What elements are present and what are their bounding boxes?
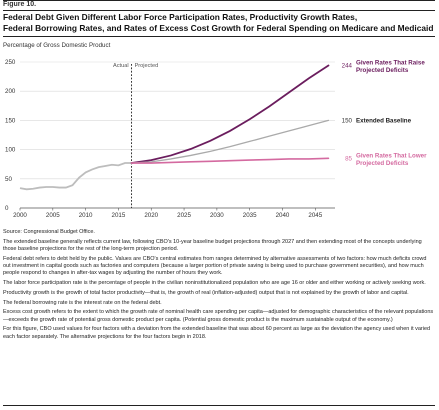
end-value-raise-deficits: 244 <box>342 63 353 70</box>
y-tick-label-50: 50 <box>5 176 12 183</box>
x-tick-label-2025: 2025 <box>177 212 191 219</box>
x-tick-label-2015: 2015 <box>112 212 126 219</box>
title-bottom-rule <box>3 36 435 37</box>
debt-line-chart: 0 50 100 150 200 250 2000 2005 2010 2015 2020 2025 2… <box>5 59 427 219</box>
note-extended-baseline: The extended baseline generally reflects… <box>3 238 422 252</box>
top-rule <box>3 0 435 1</box>
note-federal-debt: Federal debt refers to debt held by the … <box>3 255 427 277</box>
y-tick-label-150: 150 <box>5 117 16 124</box>
y-tick-label-250: 250 <box>5 59 16 66</box>
chart-title-line-2: Federal Borrowing Rates, and Rates of Ex… <box>3 22 434 33</box>
y-tick-label-100: 100 <box>5 147 16 154</box>
note-productivity: Productivity growth is the growth of tot… <box>3 289 409 296</box>
actual-region-label: Actual <box>113 63 129 69</box>
x-tick-label-2005: 2005 <box>46 212 60 219</box>
series-label-extended-baseline-1: Extended Baseline <box>356 118 412 125</box>
x-tick-label-2020: 2020 <box>144 212 158 219</box>
chart-title-line-1: Federal Debt Given Different Labor Force… <box>3 12 358 22</box>
bottom-rule <box>3 405 435 406</box>
note-labor-force: The labor force participation rate is th… <box>3 280 426 286</box>
series-label-raise-deficits-1: Given Rates That Raise <box>356 60 425 67</box>
notes-section: Source: Congressional Budget Office. The… <box>3 229 434 343</box>
series-line-raise-deficits <box>130 64 330 164</box>
y-axis-label: Percentage of Gross Domestic Product <box>3 42 111 49</box>
note-excess-cost-growth: Excess cost growth refers to the extent … <box>3 309 434 323</box>
note-method: For this figure, CBO used values for fou… <box>3 326 431 340</box>
y-tick-label-200: 200 <box>5 88 16 95</box>
x-tick-label-2000: 2000 <box>13 212 27 219</box>
figure-label: Figure 10. <box>3 1 37 8</box>
x-tick-label-2045: 2045 <box>308 212 322 219</box>
series-label-raise-deficits-2: Projected Deficits <box>356 67 409 74</box>
x-tick-label-2010: 2010 <box>79 212 93 219</box>
series-label-lower-deficits-1: Given Rates That Lower <box>356 152 427 159</box>
x-tick-label-2040: 2040 <box>276 212 290 219</box>
historical-debt-line <box>19 162 132 191</box>
end-value-extended-baseline: 150 <box>342 118 353 125</box>
x-tick-label-2035: 2035 <box>243 212 257 219</box>
chart-title: Federal Debt Given Different Labor Force… <box>3 12 435 33</box>
note-borrowing-rate: The federal borrowing rate is the intere… <box>3 299 162 306</box>
series-label-lower-deficits-2: Projected Deficits <box>356 160 409 167</box>
projected-region-label: Projected <box>135 63 159 69</box>
note-source: Source: Congressional Budget Office. <box>3 229 95 235</box>
series-line-lower-deficits <box>130 157 330 164</box>
title-rule <box>3 10 435 11</box>
end-value-lower-deficits: 85 <box>345 156 352 163</box>
y-tick-label-0: 0 <box>5 205 9 212</box>
series-line-extended-baseline <box>130 119 330 164</box>
x-tick-label-2030: 2030 <box>210 212 224 219</box>
